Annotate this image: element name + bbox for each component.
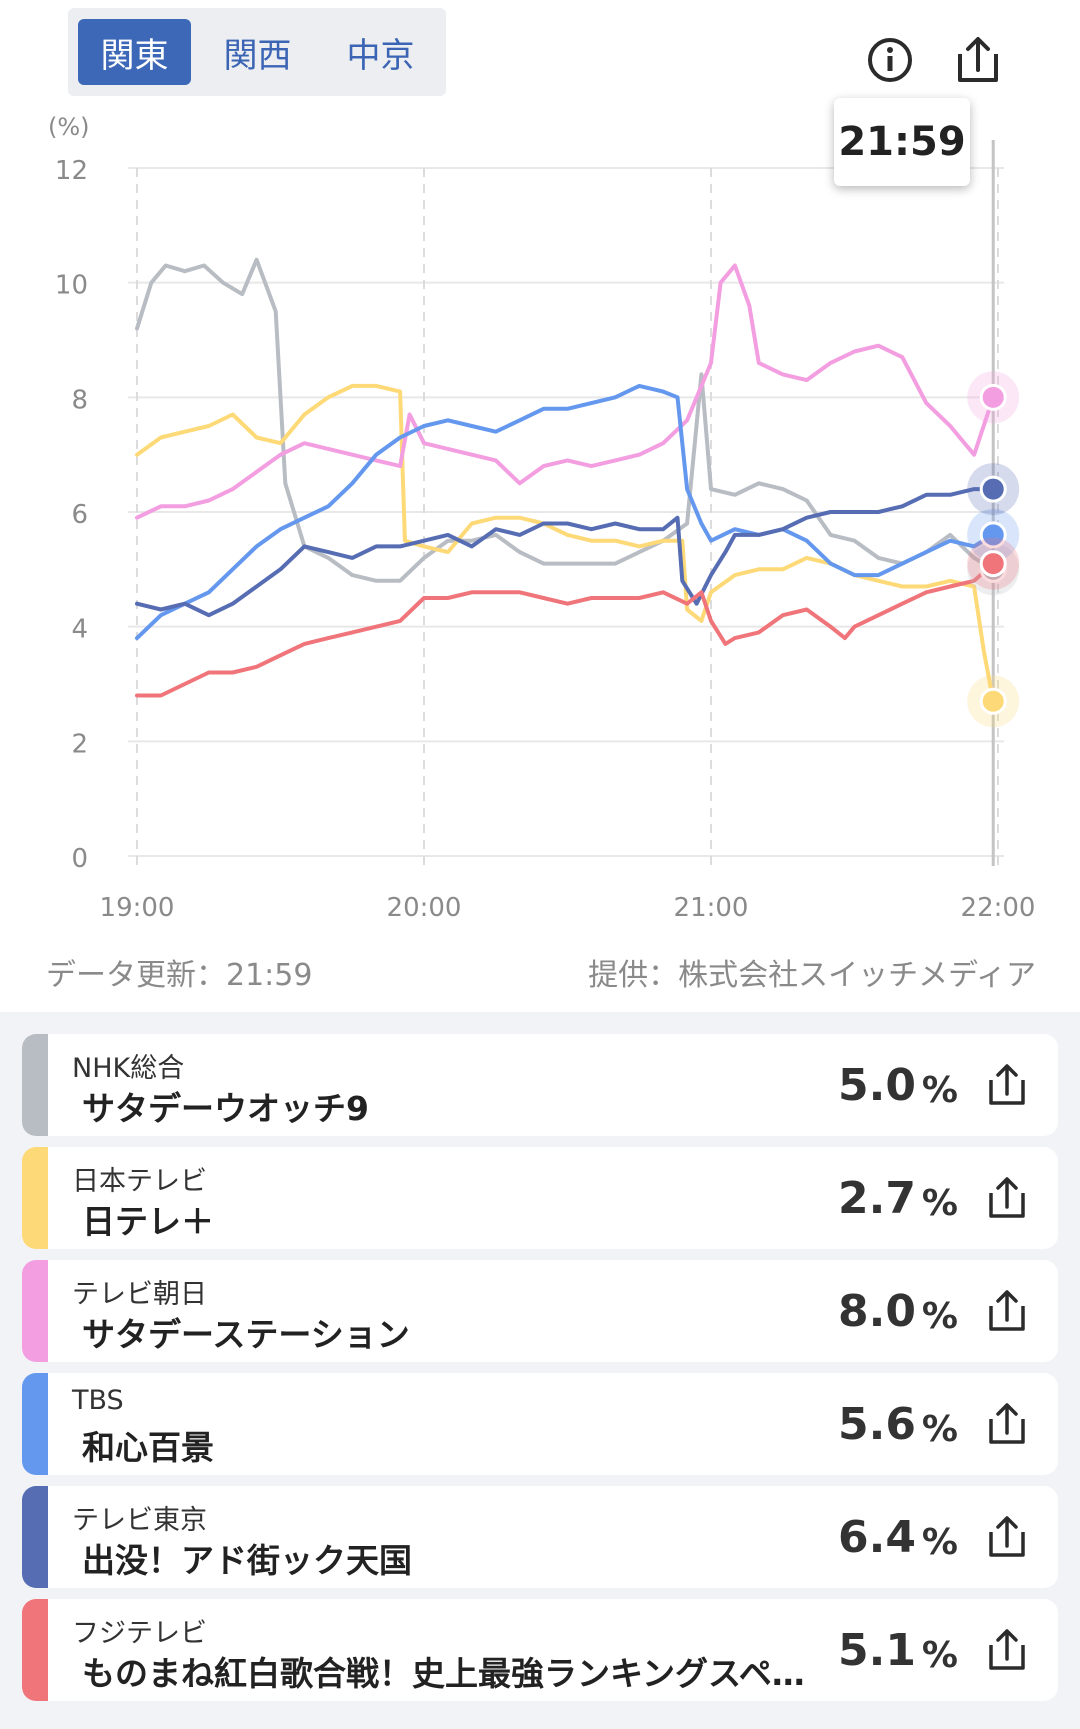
- channel-color-bar: [22, 1373, 48, 1475]
- y-tick-label: 10: [55, 271, 88, 301]
- series-line: [135, 383, 996, 641]
- channel-name: フジテレビ: [72, 1618, 207, 1649]
- rating-value: 8.0: [838, 1286, 916, 1337]
- series-end-point: [979, 521, 1007, 549]
- program-title: 和心百景: [82, 1428, 214, 1467]
- channel-row-nhk[interactable]: NHK総合 サタデーウオッチ9 5.0 %: [22, 1034, 1058, 1136]
- share-icon[interactable]: [984, 1175, 1030, 1221]
- rating-value: 5.6: [838, 1399, 916, 1450]
- y-tick-label: 0: [71, 844, 88, 874]
- rating-unit: %: [921, 1070, 958, 1111]
- channel-name: TBS: [72, 1385, 124, 1416]
- series-end-point: [979, 383, 1007, 411]
- x-tick-label: 20:00: [387, 893, 462, 923]
- provider-text: 提供：株式会社スイッチメディア: [588, 958, 1036, 993]
- channel-color-bar: [22, 1260, 48, 1362]
- y-tick-label: 4: [71, 615, 88, 645]
- rating-value: 6.4: [838, 1512, 916, 1563]
- channel-row-fuji-tv[interactable]: フジテレビ ものまね紅白歌合戦！史上最強ランキングスペ… 5.1 %: [22, 1599, 1058, 1701]
- series-line: [135, 561, 996, 698]
- info-circle-icon[interactable]: [860, 30, 920, 90]
- channel-row-ntv[interactable]: 日本テレビ 日テレ＋ 2.7 %: [22, 1147, 1058, 1249]
- x-tick-label: 19:00: [100, 893, 175, 923]
- rating-unit: %: [921, 1635, 958, 1676]
- channel-name: NHK総合: [72, 1053, 185, 1084]
- channel-name: テレビ朝日: [72, 1279, 207, 1310]
- series-end-point: [979, 687, 1007, 715]
- share-icon[interactable]: [984, 1627, 1030, 1673]
- channel-name: テレビ東京: [72, 1505, 207, 1536]
- share-icon[interactable]: [948, 30, 1008, 90]
- time-tooltip: 21:59: [834, 98, 970, 186]
- channel-row-tv-tokyo[interactable]: テレビ東京 出没！アド街ック天国 6.4 %: [22, 1486, 1058, 1588]
- program-title: 出没！アド街ック天国: [82, 1541, 412, 1580]
- x-tick-label: 21:00: [674, 893, 749, 923]
- tab-chukyo[interactable]: 中京: [346, 35, 415, 76]
- program-title: サタデーステーション: [82, 1315, 410, 1354]
- channel-list: NHK総合 サタデーウオッチ9 5.0 % 日本テレビ 日テレ＋ 2.7 % テ…: [0, 1012, 1080, 1729]
- region-tab-group: 関東 関西 中京: [68, 8, 446, 96]
- tab-kanto[interactable]: 関東: [78, 19, 191, 85]
- channel-row-tbs[interactable]: TBS 和心百景 5.6 %: [22, 1373, 1058, 1475]
- rating-unit: %: [921, 1409, 958, 1450]
- rating-value: 5.1: [838, 1625, 916, 1676]
- data-updated-text: データ更新：21:59: [46, 958, 313, 993]
- program-title: 日テレ＋: [82, 1202, 214, 1241]
- share-icon[interactable]: [984, 1288, 1030, 1334]
- channel-color-bar: [22, 1147, 48, 1249]
- y-tick-label: 2: [71, 729, 88, 759]
- y-unit-label: (%): [48, 113, 90, 141]
- y-tick-label: 6: [71, 500, 88, 530]
- channel-name: 日本テレビ: [72, 1166, 207, 1197]
- x-tick-label: 22:00: [961, 893, 1036, 923]
- rating-value: 2.7: [838, 1173, 916, 1224]
- ratings-line-chart: 0 2 4 6 8 10 12 (%) 19:00 20:00 21:00 22:00: [48, 113, 1036, 923]
- channel-color-bar: [22, 1034, 48, 1136]
- series-end-point: [979, 475, 1007, 503]
- channel-color-bar: [22, 1486, 48, 1588]
- share-icon[interactable]: [984, 1062, 1030, 1108]
- program-title: ものまね紅白歌合戦！史上最強ランキングスペ…: [82, 1654, 805, 1693]
- program-title: サタデーウオッチ9: [82, 1089, 369, 1128]
- tab-kansai[interactable]: 関西: [223, 35, 292, 76]
- rating-value: 5.0: [838, 1060, 916, 1111]
- channel-color-bar: [22, 1599, 48, 1701]
- channel-row-tv-asahi[interactable]: テレビ朝日 サタデーステーション 8.0 %: [22, 1260, 1058, 1362]
- rating-unit: %: [921, 1296, 958, 1337]
- series-line: [135, 383, 996, 704]
- y-tick-label: 12: [55, 156, 88, 186]
- series-line: [135, 257, 996, 583]
- rating-unit: %: [921, 1183, 958, 1224]
- share-icon[interactable]: [984, 1514, 1030, 1560]
- share-icon[interactable]: [984, 1401, 1030, 1447]
- rating-unit: %: [921, 1522, 958, 1563]
- series-line: [135, 263, 996, 520]
- y-tick-label: 8: [71, 385, 88, 415]
- series-line: [135, 487, 996, 618]
- series-end-point: [979, 550, 1007, 578]
